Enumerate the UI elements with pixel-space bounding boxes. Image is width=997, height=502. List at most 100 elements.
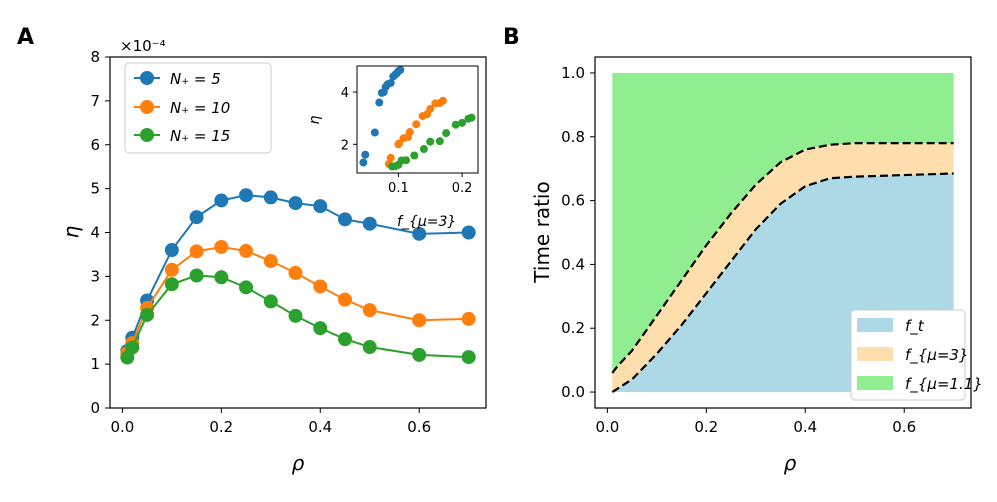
panel-a-series [120, 188, 476, 365]
inset-point [419, 144, 428, 153]
x-tick-label: 0.6 [407, 418, 431, 436]
y-tick-label: 0.4 [561, 255, 585, 273]
data-point [189, 268, 204, 283]
inset-x-tick-label: 0.1 [388, 181, 409, 196]
data-point [313, 321, 328, 336]
legend-entry-2: N₊ = 10 [134, 99, 230, 117]
legend-label-2: N₊ = 10 [170, 99, 230, 117]
data-point [338, 332, 352, 347]
boundary-line-2 [611, 142, 954, 374]
inset-xlabel: f_{μ=3} [397, 214, 456, 230]
y-tick-label: 6 [90, 136, 100, 154]
panel-a-frame [109, 56, 487, 409]
area-band-3 [612, 72, 954, 373]
inset-y-tick-label: 2 [341, 138, 349, 153]
inset-point [370, 128, 379, 137]
x-tick-label: 0.4 [308, 418, 332, 436]
legend-box [124, 62, 272, 154]
inset-point [467, 113, 476, 122]
inset-point [405, 128, 414, 137]
y-tick-label: 0.8 [561, 128, 585, 146]
data-point [164, 262, 179, 277]
inset-point [438, 96, 447, 105]
inset-point [458, 118, 467, 127]
inset-point [359, 158, 368, 167]
data-point [164, 243, 179, 258]
data-point [239, 188, 254, 203]
data-point [140, 307, 155, 322]
data-point [239, 243, 254, 258]
panel-a-axes: 0.0 0.2 0.4 0.6 0 1 2 3 4 5 6 7 8 [90, 48, 431, 436]
data-point [263, 190, 278, 205]
legend-swatch-ft [857, 318, 893, 332]
x-tick-label: 0.0 [595, 418, 619, 436]
y-tick-label: 0 [90, 399, 100, 417]
legend-label-fmu3: f_{μ=3} [905, 346, 969, 365]
data-point [338, 292, 352, 307]
inset-point [410, 151, 419, 160]
panel-a-ylabel: η [59, 225, 83, 238]
legend-label-3: N₊ = 15 [170, 127, 230, 145]
inset-point [402, 156, 411, 165]
y-tick-label: 4 [90, 224, 100, 242]
legend-label-fmu11: f_{μ=1.1} [905, 375, 983, 394]
panel-a-legend: N₊ = 5 N₊ = 10 N₊ = 15 [124, 62, 272, 154]
data-point [412, 226, 427, 241]
data-point [263, 254, 278, 269]
inset-point [442, 129, 451, 138]
data-point [263, 294, 278, 309]
y-tick-label: 8 [90, 48, 100, 66]
y-tick-label: 1 [90, 355, 100, 373]
inset-point [435, 137, 444, 146]
inset-frame [356, 65, 479, 174]
data-point [164, 277, 179, 292]
panel-a-scale-note: ×10⁻⁴ [120, 37, 166, 55]
x-tick-label: 0.2 [694, 418, 718, 436]
panel-b-axes: 0.0 0.2 0.4 0.6 0.0 0.2 0.4 0.6 0.8 1.0 [561, 64, 916, 436]
data-point [461, 350, 476, 365]
inset-point [375, 98, 384, 107]
data-point [189, 244, 204, 259]
y-tick-label: 0.2 [561, 319, 585, 337]
panel-b: B 0.0 0.2 0.4 0.6 0.0 0.2 0.4 0.6 0.8 1.0 ρ Time … [503, 25, 983, 475]
inset-point [361, 150, 370, 159]
inset-point [395, 139, 404, 148]
panel-b-label: B [503, 25, 520, 50]
data-point [125, 340, 140, 355]
data-point [214, 270, 229, 285]
data-point [362, 303, 377, 318]
x-tick-label: 0.6 [892, 418, 916, 436]
data-point [189, 210, 204, 225]
y-tick-label: 5 [90, 180, 100, 198]
data-point [362, 340, 377, 355]
area-band-2 [612, 143, 954, 393]
inset-x-tick-label: 0.2 [452, 181, 473, 196]
panel-a: A ×10⁻⁴ 0.0 0.2 0.4 0.6 0 1 2 3 4 5 6 7 8 ρ η N₊ = 5… [17, 25, 487, 475]
data-point [214, 193, 229, 208]
data-point [313, 279, 328, 294]
y-tick-label: 7 [90, 92, 100, 110]
data-point [214, 239, 229, 254]
boundary-line-1 [611, 172, 954, 393]
panel-a-inset: 0.1 0.2 2 4 f_{μ=3} η [307, 65, 479, 230]
data-point [338, 212, 352, 227]
panel-b-frame [594, 56, 972, 409]
legend-entry-1: N₊ = 5 [134, 70, 221, 88]
data-point [412, 347, 427, 362]
inset-series [359, 65, 476, 171]
series-line-2 [126, 245, 469, 354]
data-point [461, 225, 476, 240]
inset-point [426, 137, 435, 146]
inset-point [412, 120, 421, 129]
legend-label-1: N₊ = 5 [170, 70, 221, 88]
panel-b-ylabel: Time ratio [530, 181, 554, 283]
panel-a-xlabel: ρ [292, 451, 305, 475]
data-point [461, 311, 476, 326]
inset-axes: 0.1 0.2 2 4 [341, 86, 473, 196]
legend-swatch-fmu11 [857, 376, 893, 390]
inset-point [451, 120, 460, 129]
inset-y-tick-label: 4 [341, 86, 349, 101]
y-tick-label: 2 [90, 311, 100, 329]
data-point [288, 196, 303, 211]
